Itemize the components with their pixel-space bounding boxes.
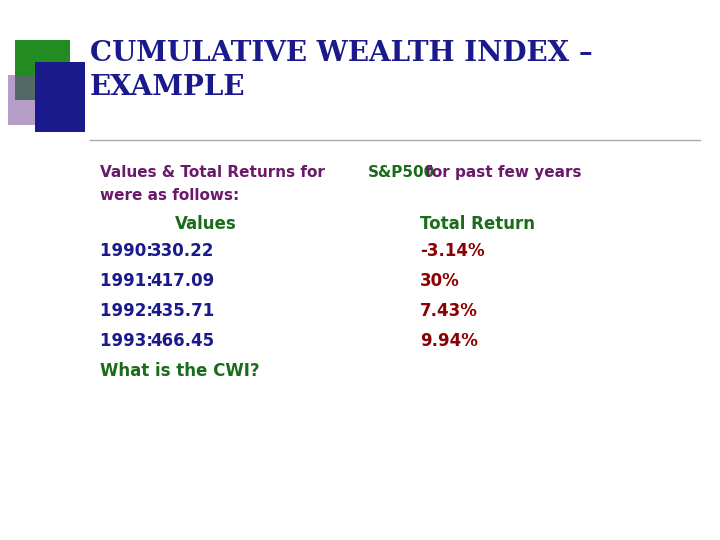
Text: Values & Total Returns for: Values & Total Returns for [100, 165, 330, 180]
Text: 1990:: 1990: [100, 242, 158, 260]
Text: 466.45: 466.45 [150, 332, 214, 350]
Text: Values: Values [175, 215, 237, 233]
Text: were as follows:: were as follows: [100, 188, 239, 203]
Text: Total Return: Total Return [420, 215, 535, 233]
Bar [35, 62, 85, 132]
Text: 330.22: 330.22 [150, 242, 215, 260]
Text: 417.09: 417.09 [150, 272, 215, 290]
Text: CUMULATIVE WEALTH INDEX –: CUMULATIVE WEALTH INDEX – [90, 40, 593, 67]
Text: 435.71: 435.71 [150, 302, 215, 320]
Text: 7.43%: 7.43% [420, 302, 478, 320]
Bar [15, 40, 70, 100]
Text: 9.94%: 9.94% [420, 332, 478, 350]
Bar [8, 75, 63, 125]
Text: 1991:: 1991: [100, 272, 158, 290]
Text: for past few years: for past few years [420, 165, 582, 180]
Text: EXAMPLE: EXAMPLE [90, 74, 246, 101]
Text: 1993:: 1993: [100, 332, 158, 350]
Text: -3.14%: -3.14% [420, 242, 485, 260]
Text: S&P500: S&P500 [368, 165, 436, 180]
Text: What is the CWI?: What is the CWI? [100, 362, 260, 380]
Text: 1992:: 1992: [100, 302, 158, 320]
Text: 30%: 30% [420, 272, 460, 290]
